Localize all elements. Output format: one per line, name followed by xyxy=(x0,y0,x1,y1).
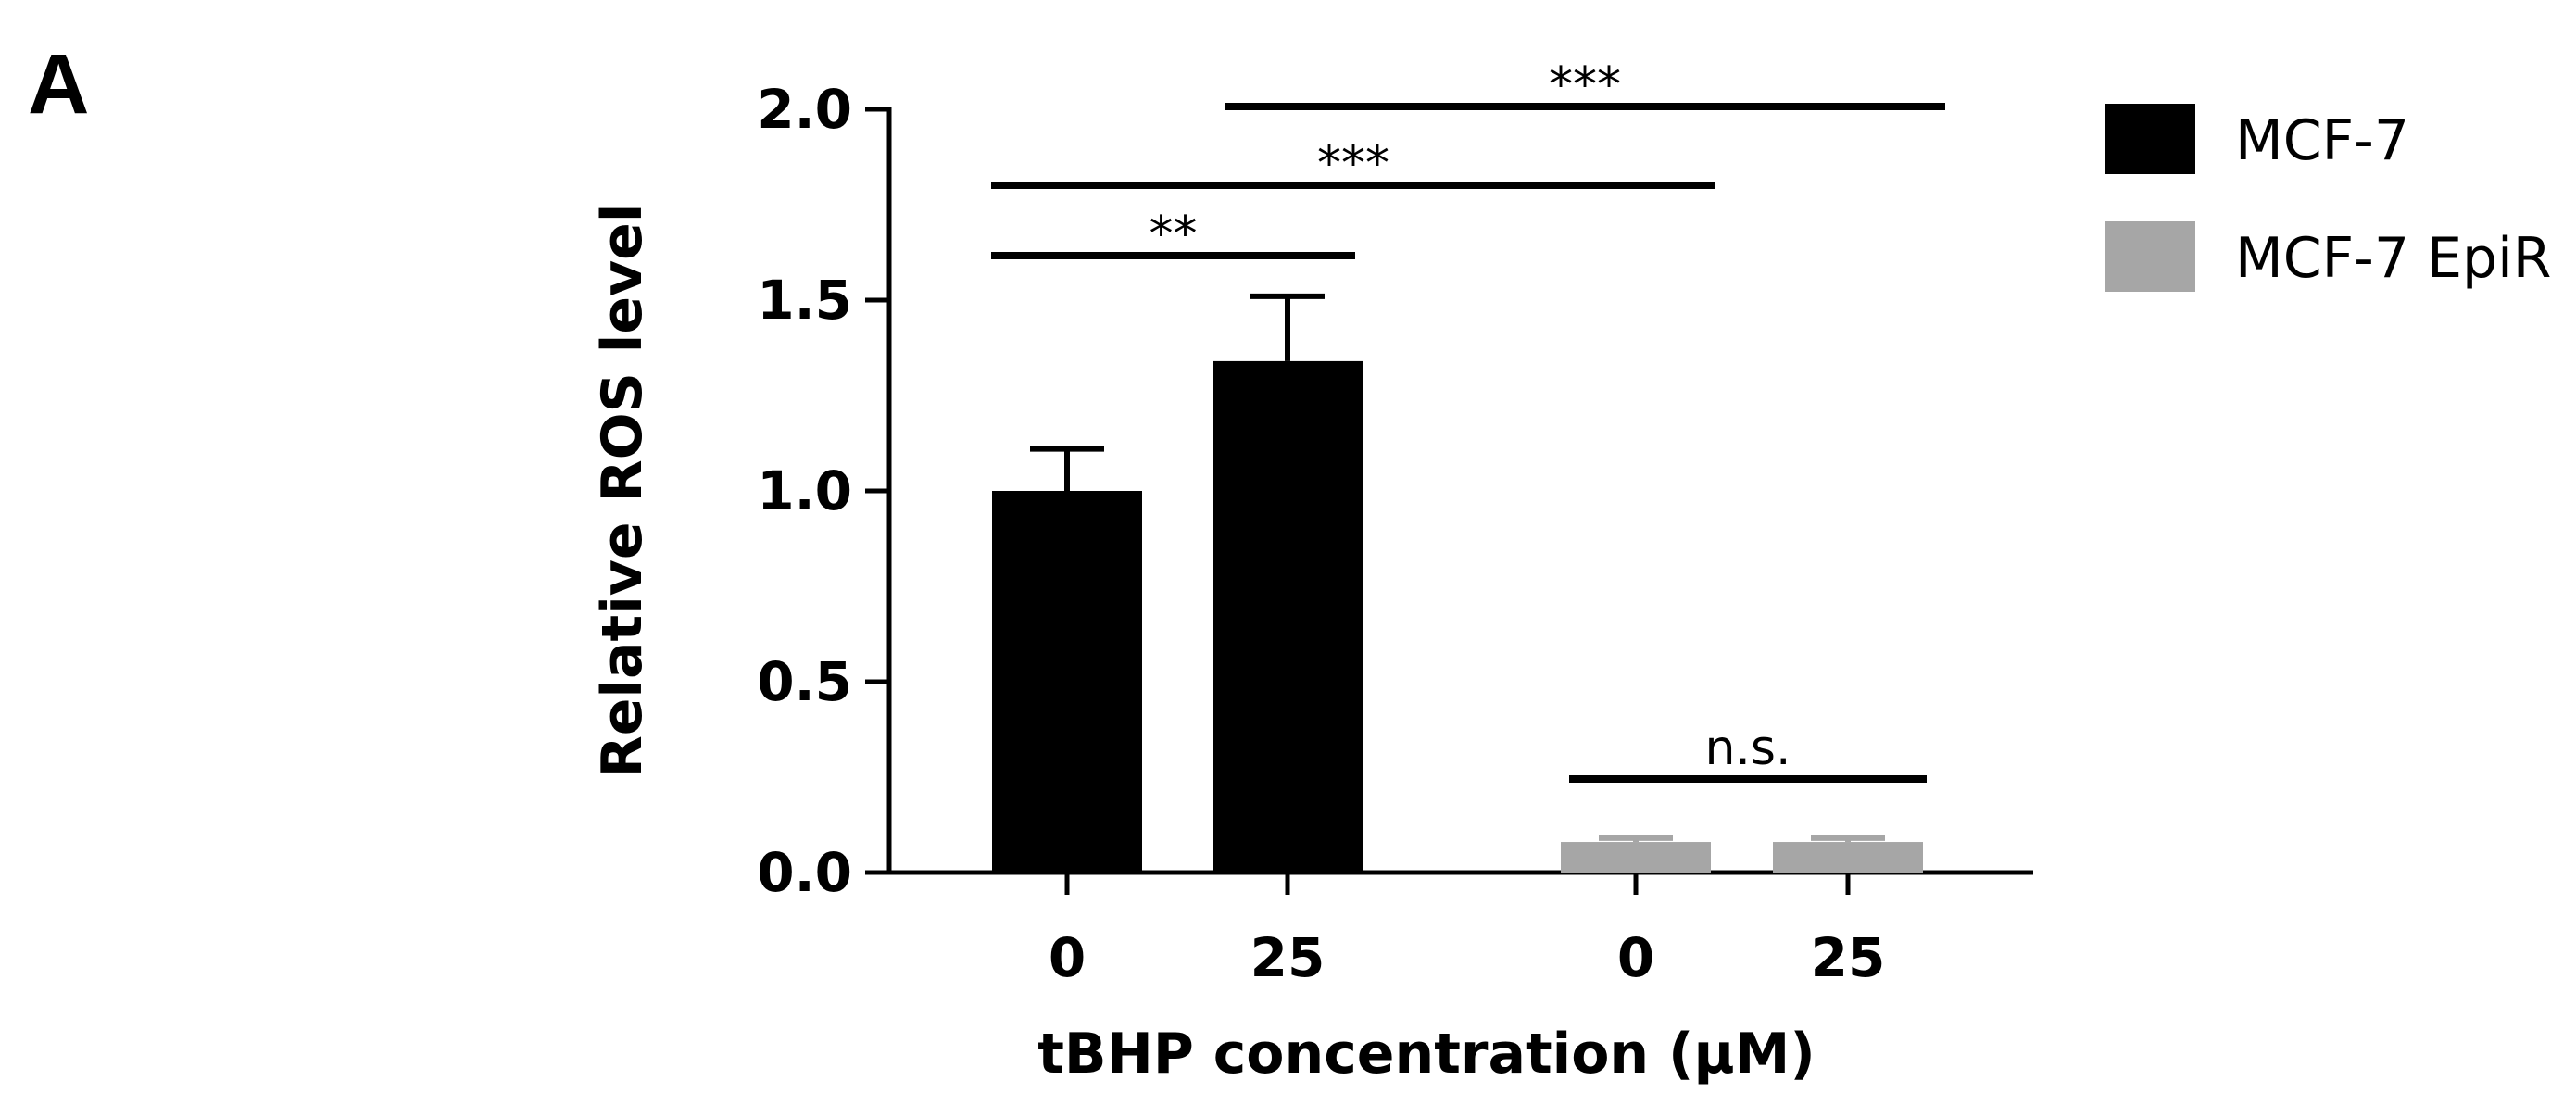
x-tick-label: 25 xyxy=(1811,926,1886,989)
y-tick-label: 2.0 xyxy=(757,78,852,141)
significance-label: ** xyxy=(1150,207,1198,262)
x-axis-title: tBHP concentration (μM) xyxy=(1037,1022,1816,1086)
x-tick-label: 0 xyxy=(1049,926,1086,989)
legend-label-mcf7: MCF-7 xyxy=(2235,108,2409,173)
y-axis-title: Relative ROS level xyxy=(590,204,655,779)
bar-mcf7-25 xyxy=(1213,360,1363,873)
plot-area: 0.00.51.01.52.00 25 0 25********n.s. xyxy=(757,57,2033,989)
y-tick-label: 1.0 xyxy=(757,459,852,522)
x-tick-label: 25 xyxy=(1250,926,1326,989)
legend-swatch-mcf7-epir xyxy=(2105,221,2195,292)
y-tick-label: 0.0 xyxy=(757,841,852,904)
panel-label: A xyxy=(28,37,89,132)
y-tick-label: 0.5 xyxy=(757,650,852,713)
y-tick-label: 1.5 xyxy=(757,269,852,332)
legend: MCF-7 MCF-7 EpiR xyxy=(2105,104,2551,292)
bar-mcf7-epir-25 xyxy=(1773,842,1923,873)
significance-label: *** xyxy=(1549,57,1621,113)
bar-mcf7-0 xyxy=(992,491,1142,873)
significance-label: n.s. xyxy=(1704,721,1791,776)
legend-label-mcf7-epir: MCF-7 EpiR xyxy=(2235,226,2551,291)
significance-label: *** xyxy=(1317,136,1389,192)
x-tick-label: 0 xyxy=(1617,926,1654,989)
legend-swatch-mcf7 xyxy=(2105,104,2195,174)
bar-mcf7-epir-0 xyxy=(1561,842,1711,873)
